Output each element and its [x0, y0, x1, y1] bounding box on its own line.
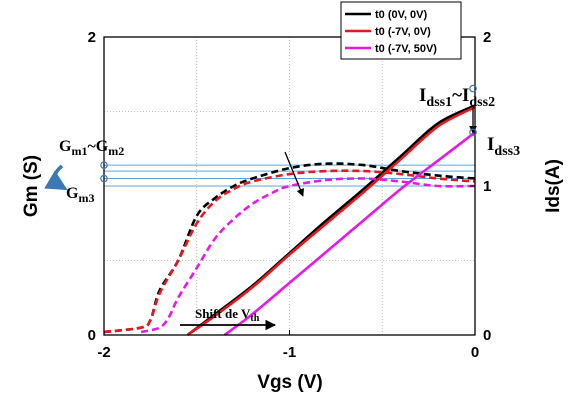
marker-circle-1 — [100, 174, 108, 183]
gm3-sub: m3 — [78, 191, 94, 205]
gm12-sub2: m2 — [108, 144, 124, 158]
series-ids-1 — [186, 105, 476, 337]
legend-label-2: t0 (-7V, 50V) — [375, 43, 437, 55]
legend-label-0: t0 (0V, 0V) — [375, 9, 428, 21]
idss3-I: I — [487, 134, 494, 155]
legend-label-1: t0 (-7V, 0V) — [375, 26, 431, 38]
svg-text:Gm3: Gm3 — [66, 185, 94, 205]
idss12-tilde: ~ — [452, 85, 462, 106]
idss12-I1: I — [419, 85, 426, 106]
marker-circle-3 — [469, 128, 477, 137]
marker-circle-2 — [469, 84, 477, 93]
idss3-sub: dss3 — [494, 144, 520, 159]
y-right-tick-label-1: 1 — [483, 178, 491, 195]
svg-text:Idss1~Idss2: Idss1~Idss2 — [419, 85, 495, 110]
idss12-I2: I — [462, 85, 469, 106]
annotation-gm12: Gm1~Gm2 — [59, 138, 124, 158]
y-right-axis-title: Ids(A) — [543, 159, 564, 213]
y-right-tick-label-0: 0 — [483, 327, 491, 344]
series-gm-1 — [103, 169, 476, 334]
annotation-idss3: Idss3 — [487, 134, 520, 159]
gm3-G: G — [66, 185, 79, 202]
y-left-tick-label-0: 0 — [88, 327, 96, 344]
idss12-sub2: dss2 — [469, 95, 495, 110]
vth-text: Shift de V — [195, 306, 251, 321]
vth-sub: th — [250, 313, 259, 324]
series-gm-2 — [140, 177, 476, 334]
x-tick-label-0: -2 — [97, 344, 110, 361]
x-tick-label-1: -1 — [283, 344, 296, 361]
svg-text:Shift de Vth: Shift de Vth — [195, 306, 260, 324]
curved-arrow-icon — [44, 164, 68, 191]
x-axis-title: Vgs (V) — [257, 372, 322, 393]
legend: t0 (0V, 0V) t0 (-7V, 0V) t0 (-7V, 50V) — [340, 1, 462, 60]
gm12-G1: G — [59, 138, 72, 155]
y-right-tick-label-2: 2 — [483, 29, 491, 46]
annotation-gm3: Gm3 — [66, 185, 94, 205]
gm12-tilde: ~ — [87, 138, 96, 155]
svg-text:Gm1~Gm2: Gm1~Gm2 — [59, 138, 124, 158]
series-layer — [103, 104, 476, 337]
series-ids-2 — [223, 131, 476, 337]
y-left-tick-label-1: 2 — [88, 29, 96, 46]
y-left-axis-title: Gm (S) — [21, 155, 42, 217]
svg-text:Idss3: Idss3 — [487, 134, 520, 159]
gm12-sub1: m1 — [71, 144, 87, 158]
annotation-idss12: Idss1~Idss2 — [419, 85, 495, 110]
gm-shift-arrow — [284, 151, 304, 197]
gm12-G2: G — [96, 138, 109, 155]
marker-circle-0 — [100, 161, 108, 169]
x-tick-label-2: 0 — [471, 344, 479, 361]
marker-layer — [100, 84, 477, 183]
annotation-vth: Shift de Vth — [195, 306, 260, 324]
idss12-sub1: dss1 — [426, 95, 452, 110]
